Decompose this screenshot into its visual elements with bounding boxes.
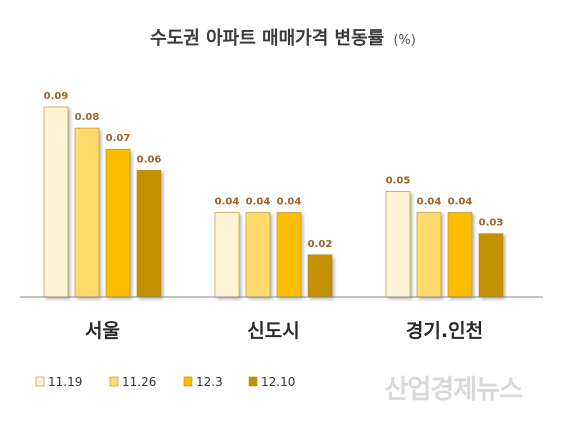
category-labels-layer: 서울 신도시 경기.인천 <box>85 320 483 342</box>
bar-서울-11.26 <box>74 127 100 298</box>
value-label: 0.04 <box>246 197 271 208</box>
legend-swatch <box>35 376 45 387</box>
category-label: 신도시 <box>247 320 299 342</box>
bar-신도시-12.10 <box>307 254 333 298</box>
value-label: 0.04 <box>215 197 240 208</box>
value-labels-layer: 0.09 0.04 0.05 0.08 0.04 0.04 0.07 0.04 0.04 0.06… <box>44 91 504 250</box>
value-label: 0.08 <box>75 112 100 123</box>
chart-title-text: 수도권 아파트 매매가격 변동률 <box>150 28 384 49</box>
legend-swatch <box>109 376 119 387</box>
value-label: 0.04 <box>417 197 442 208</box>
legend-swatch <box>248 376 258 387</box>
bar-서울-11.19 <box>43 106 69 298</box>
category-label: 경기.인천 <box>406 320 483 342</box>
bar-신도시-11.26 <box>245 212 271 298</box>
legend: 11.19 11.26 12.3 12.10 <box>35 375 295 389</box>
legend-label: 11.19 <box>48 375 82 389</box>
bar-경기.인천-12.10 <box>478 233 504 298</box>
bar-서울-12.10 <box>136 170 162 298</box>
bar-경기.인천-11.26 <box>416 212 442 298</box>
legend-label: 11.26 <box>122 375 156 389</box>
watermark: 산업경제뉴스 <box>384 375 523 405</box>
value-label: 0.03 <box>479 218 504 229</box>
bar-서울-12.3 <box>105 148 131 298</box>
legend-label: 12.3 <box>196 375 223 389</box>
chart-title: 수도권 아파트 매매가격 변동률 (%) <box>150 28 416 49</box>
value-label: 0.07 <box>106 133 131 144</box>
category-label: 서울 <box>85 320 120 342</box>
chart-title-unit: (%) <box>393 33 416 48</box>
bar-경기.인천-11.19 <box>385 191 411 298</box>
value-label: 0.02 <box>308 239 333 250</box>
value-label: 0.05 <box>386 175 411 186</box>
value-label: 0.06 <box>137 154 162 165</box>
value-label: 0.04 <box>448 197 473 208</box>
bar-경기.인천-12.3 <box>447 212 473 298</box>
legend-label: 12.10 <box>261 375 295 389</box>
legend-swatch <box>183 376 193 387</box>
bar-신도시-11.19 <box>214 212 240 298</box>
bars-layer <box>43 106 504 298</box>
value-label: 0.09 <box>44 91 69 102</box>
bar-신도시-12.3 <box>276 212 302 298</box>
value-label: 0.04 <box>277 197 302 208</box>
